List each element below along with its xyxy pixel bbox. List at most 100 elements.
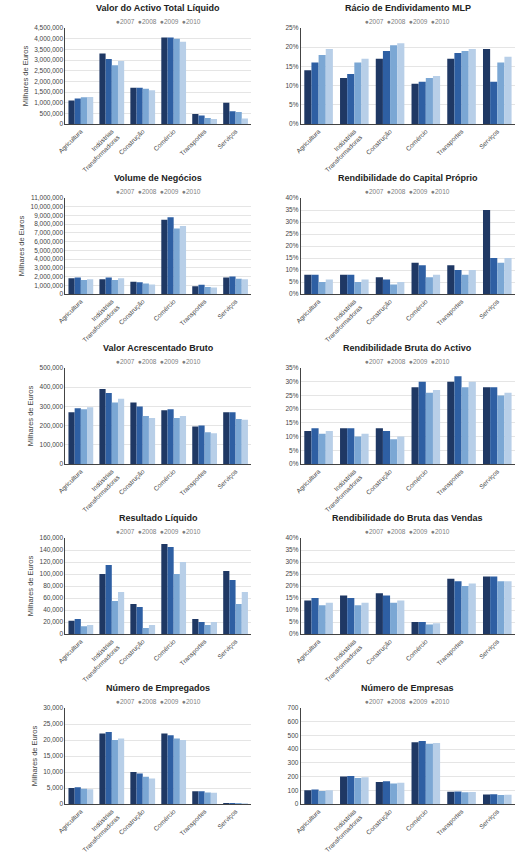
svg-text:Rendibilidade do Capital Própr: Rendibilidade do Capital Próprio xyxy=(338,173,478,183)
svg-text:10%: 10% xyxy=(285,606,298,613)
svg-text:Serviços: Serviços xyxy=(478,807,502,831)
svg-text:40%: 40% xyxy=(285,194,298,201)
svg-text:Agricultura: Agricultura xyxy=(295,637,323,665)
svg-text:4,500,000: 4,500,000 xyxy=(34,24,63,31)
svg-text:0%: 0% xyxy=(289,460,299,467)
svg-text:0%: 0% xyxy=(289,630,299,637)
svg-text:Serviços: Serviços xyxy=(216,637,240,661)
svg-text:20%: 20% xyxy=(285,405,298,412)
svg-text:IndústriasTransformadoras: IndústriasTransformadoras xyxy=(318,297,364,343)
svg-text:10%: 10% xyxy=(285,433,298,440)
svg-text:200: 200 xyxy=(288,773,299,780)
svg-text:10%: 10% xyxy=(285,266,298,273)
svg-text:Rendibilidade Bruta do Activo: Rendibilidade Bruta do Activo xyxy=(343,343,472,353)
svg-text:300: 300 xyxy=(288,759,299,766)
svg-text:40%: 40% xyxy=(285,534,298,541)
svg-text:Serviços: Serviços xyxy=(216,297,240,321)
svg-text:0: 0 xyxy=(59,630,63,637)
svg-text:5%: 5% xyxy=(289,101,299,108)
svg-text:●2007 ●2008 ●2009 ●2010: ●2007 ●2008 ●2009 ●2010 xyxy=(365,698,450,705)
svg-text:10,000,000: 10,000,000 xyxy=(31,203,64,210)
svg-text:25%: 25% xyxy=(285,570,298,577)
svg-text:0: 0 xyxy=(59,460,63,467)
svg-text:Milhares de Euros: Milhares de Euros xyxy=(26,556,35,617)
svg-text:Agricultura: Agricultura xyxy=(57,467,85,495)
svg-text:Milhares de Euros: Milhares de Euros xyxy=(21,46,30,107)
svg-text:2,000,000: 2,000,000 xyxy=(34,273,63,280)
svg-text:5,000,000: 5,000,000 xyxy=(34,247,63,254)
svg-text:140,000: 140,000 xyxy=(40,546,64,553)
svg-text:Construção: Construção xyxy=(117,127,146,156)
svg-text:●2007 ●2008 ●2009 ●2010: ●2007 ●2008 ●2009 ●2010 xyxy=(116,18,201,25)
svg-text:Construção: Construção xyxy=(365,807,394,836)
svg-text:IndústriasTransformadoras: IndústriasTransformadoras xyxy=(75,807,121,852)
svg-text:Comércio: Comércio xyxy=(152,127,177,152)
svg-text:25%: 25% xyxy=(285,230,298,237)
svg-text:Comércio: Comércio xyxy=(404,637,429,662)
svg-text:IndústriasTransformadoras: IndústriasTransformadoras xyxy=(75,467,121,513)
svg-text:3,000,000: 3,000,000 xyxy=(34,56,63,63)
svg-text:30%: 30% xyxy=(285,378,298,385)
svg-text:5%: 5% xyxy=(289,447,299,454)
svg-text:40,000: 40,000 xyxy=(43,606,63,613)
svg-text:Serviços: Serviços xyxy=(478,297,502,321)
svg-text:0: 0 xyxy=(59,120,63,127)
svg-text:Construção: Construção xyxy=(365,127,394,156)
svg-text:500: 500 xyxy=(288,732,299,739)
svg-text:200,000: 200,000 xyxy=(40,422,64,429)
svg-text:Comércio: Comércio xyxy=(404,127,429,152)
svg-text:Transportes: Transportes xyxy=(178,297,209,328)
svg-text:●2007 ●2008 ●2009 ●2010: ●2007 ●2008 ●2009 ●2010 xyxy=(116,358,201,365)
svg-text:0%: 0% xyxy=(289,120,299,127)
svg-text:1,500,000: 1,500,000 xyxy=(34,88,63,95)
svg-text:3,000,000: 3,000,000 xyxy=(34,264,63,271)
svg-text:30%: 30% xyxy=(285,218,298,225)
svg-text:Milhares de Euros: Milhares de Euros xyxy=(26,386,35,447)
svg-text:160,000: 160,000 xyxy=(40,534,64,541)
svg-text:Agricultura: Agricultura xyxy=(295,297,323,325)
svg-text:Serviços: Serviços xyxy=(478,637,502,661)
svg-text:600: 600 xyxy=(288,718,299,725)
svg-text:0: 0 xyxy=(59,800,63,807)
svg-text:4,000,000: 4,000,000 xyxy=(34,255,63,262)
svg-text:400,000: 400,000 xyxy=(40,383,64,390)
svg-text:5%: 5% xyxy=(289,278,299,285)
svg-text:IndústriasTransformadoras: IndústriasTransformadoras xyxy=(318,467,364,513)
svg-text:35%: 35% xyxy=(285,206,298,213)
svg-text:35%: 35% xyxy=(285,364,298,371)
svg-text:IndústriasTransformadoras: IndústriasTransformadoras xyxy=(75,297,121,343)
svg-text:10,000: 10,000 xyxy=(43,768,63,775)
svg-text:0: 0 xyxy=(295,800,299,807)
svg-text:500,000: 500,000 xyxy=(40,364,64,371)
svg-text:Agricultura: Agricultura xyxy=(57,807,85,835)
svg-text:15%: 15% xyxy=(285,594,298,601)
svg-text:20,000: 20,000 xyxy=(43,736,63,743)
svg-text:9,000,000: 9,000,000 xyxy=(34,212,63,219)
svg-text:2,000,000: 2,000,000 xyxy=(34,78,63,85)
svg-text:Transportes: Transportes xyxy=(178,467,209,498)
svg-text:Agricultura: Agricultura xyxy=(57,127,85,155)
svg-text:●2007 ●2008 ●2009 ●2010: ●2007 ●2008 ●2009 ●2010 xyxy=(365,188,450,195)
svg-text:Transportes: Transportes xyxy=(178,127,209,158)
svg-text:Comércio: Comércio xyxy=(404,467,429,492)
svg-text:Transportes: Transportes xyxy=(435,127,466,158)
svg-text:Número de Empregados: Número de Empregados xyxy=(106,683,210,693)
svg-text:Transportes: Transportes xyxy=(178,637,209,668)
svg-text:15%: 15% xyxy=(285,419,298,426)
svg-text:500,000: 500,000 xyxy=(40,110,64,117)
svg-text:Número de Empresas: Número de Empresas xyxy=(361,683,454,693)
svg-text:Rácio de Endividamento MLP: Rácio de Endividamento MLP xyxy=(345,3,471,13)
svg-text:0: 0 xyxy=(59,290,63,297)
svg-text:15%: 15% xyxy=(285,63,298,70)
svg-text:Serviços: Serviços xyxy=(216,467,240,491)
svg-text:25%: 25% xyxy=(285,392,298,399)
svg-text:Construção: Construção xyxy=(365,297,394,326)
svg-text:11,000,000: 11,000,000 xyxy=(31,194,63,201)
svg-text:10%: 10% xyxy=(285,82,298,89)
svg-text:Resultado Líquido: Resultado Líquido xyxy=(119,513,198,523)
svg-text:Agricultura: Agricultura xyxy=(57,297,85,325)
svg-text:Comércio: Comércio xyxy=(152,807,177,832)
svg-text:60,000: 60,000 xyxy=(43,594,63,601)
svg-text:20%: 20% xyxy=(285,582,298,589)
svg-text:30,000: 30,000 xyxy=(43,704,63,711)
